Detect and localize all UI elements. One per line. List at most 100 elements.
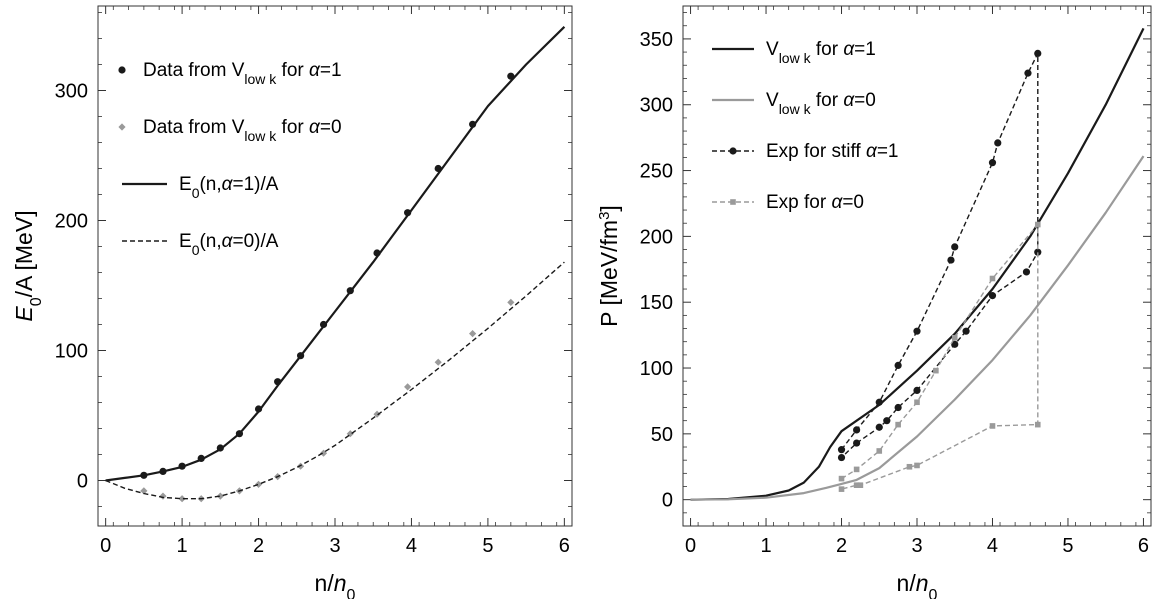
series-line (105, 261, 565, 500)
data-point (875, 398, 883, 406)
series-solid-black (105, 26, 566, 482)
data-point (894, 403, 902, 412)
data-point (140, 487, 148, 495)
series-line (690, 155, 1145, 501)
data-point (951, 243, 959, 251)
plot-frame (97, 5, 573, 527)
legend-marker (730, 199, 736, 205)
data-point (1024, 69, 1032, 77)
series-dashed-black (105, 261, 565, 500)
data-point (254, 480, 263, 488)
data-point (837, 453, 846, 462)
y-tick-label: 200 (55, 211, 88, 233)
data-point (404, 383, 412, 391)
data-point (994, 139, 1002, 147)
legend-marker (118, 123, 126, 131)
series-dashed-black-dot (837, 49, 1042, 462)
series-line (840, 52, 1039, 459)
y-tick-label: 350 (640, 29, 673, 51)
data-point (988, 292, 997, 300)
legend-entry: Vlow k for α=1 (712, 39, 876, 66)
x-tick-label: 5 (482, 535, 493, 557)
data-point (988, 159, 997, 167)
series-line (841, 223, 1039, 490)
data-point (875, 423, 883, 431)
y-tick-label: 0 (662, 490, 673, 512)
data-point (914, 462, 920, 469)
data-point (853, 426, 861, 434)
data-point (989, 423, 996, 429)
legend: Data from Vlow k for α=1 Data from Vlow k… (118, 60, 342, 258)
legend-entry: E0(n,α=0)/A (122, 231, 279, 258)
x-tick-label: 3 (329, 535, 340, 557)
legend-label: E0(n,α=1)/A (179, 174, 279, 201)
right-chart: 0 1 2 3 4 5 6 0 50 100 150 200 250 300 350 n/n0 P [MeV/f… (596, 5, 1152, 604)
x-tick-label: 6 (559, 535, 570, 557)
data-point (216, 492, 224, 500)
legend-label: Exp for α=0 (766, 192, 864, 213)
data-point (906, 463, 913, 470)
data-point (319, 449, 328, 457)
data-point (434, 358, 442, 366)
left-chart: 0 1 2 3 4 5 6 0 100 200 300 n/n0 E0/A [MeV] Data from… (11, 5, 573, 604)
data-point (837, 446, 846, 454)
series-line (105, 26, 566, 482)
data-point (913, 327, 921, 335)
data-point (838, 486, 845, 492)
y-axis-label: P [MeV/fm3] (596, 205, 623, 327)
y-tick-label: 100 (640, 358, 673, 380)
x-tick-label: 4 (987, 535, 998, 557)
legend-label: Data from Vlow k for α=0 (143, 117, 342, 144)
data-point (853, 439, 861, 447)
y-tick-label: 150 (640, 292, 673, 314)
data-point (159, 492, 167, 500)
x-tick-label: 3 (911, 535, 922, 557)
legend-entry: E0(n,α=1)/A (122, 174, 279, 201)
x-tick-label: 1 (177, 535, 188, 557)
data-point (989, 275, 996, 282)
data-point (951, 340, 959, 348)
data-point (895, 421, 901, 428)
data-point (947, 256, 955, 264)
legend-entry: Exp for stiff α=1 (712, 141, 898, 162)
data-point (1034, 221, 1041, 228)
data-point (373, 410, 381, 418)
data-point (507, 298, 515, 306)
y-tick-label: 50 (651, 424, 673, 446)
data-point (853, 466, 860, 473)
x-tick-label: 6 (1138, 535, 1149, 557)
y-tick-label: 250 (640, 161, 673, 183)
data-point (838, 475, 845, 482)
x-tick-label: 2 (253, 535, 264, 557)
data-point (933, 367, 939, 374)
x-tick-label: 0 (685, 535, 696, 557)
legend-entry: Data from Vlow k for α=0 (118, 117, 342, 144)
y-axis-label: E0/A [MeV] (11, 210, 45, 321)
legend-label: E0(n,α=0)/A (179, 231, 279, 258)
legend-label: Vlow k for α=1 (766, 39, 876, 66)
y-tick-label: 300 (640, 95, 673, 117)
legend-label: Vlow k for α=0 (766, 90, 876, 117)
series-solid-black (690, 27, 1145, 501)
legend-label: Data from Vlow k for α=1 (143, 60, 342, 87)
series-solid-gray (690, 155, 1145, 501)
x-tick-label: 4 (406, 535, 417, 557)
y-tick-label: 0 (77, 471, 88, 493)
data-point (1022, 268, 1031, 276)
y-tick-label: 300 (55, 81, 88, 103)
data-point (346, 430, 354, 438)
series-line (690, 27, 1145, 501)
series-dashed-gray-square (838, 221, 1041, 492)
data-point (1034, 49, 1042, 57)
data-point (894, 361, 902, 369)
x-tick-label: 1 (760, 535, 771, 557)
x-axis-label: n/n0 (897, 570, 938, 599)
series-marker-gray (140, 298, 515, 503)
x-tick-label: 0 (100, 535, 111, 557)
data-point (914, 399, 920, 406)
legend-marker (729, 147, 737, 155)
series-group (690, 27, 1145, 501)
data-point (469, 330, 477, 338)
x-tick-label: 2 (836, 535, 847, 557)
